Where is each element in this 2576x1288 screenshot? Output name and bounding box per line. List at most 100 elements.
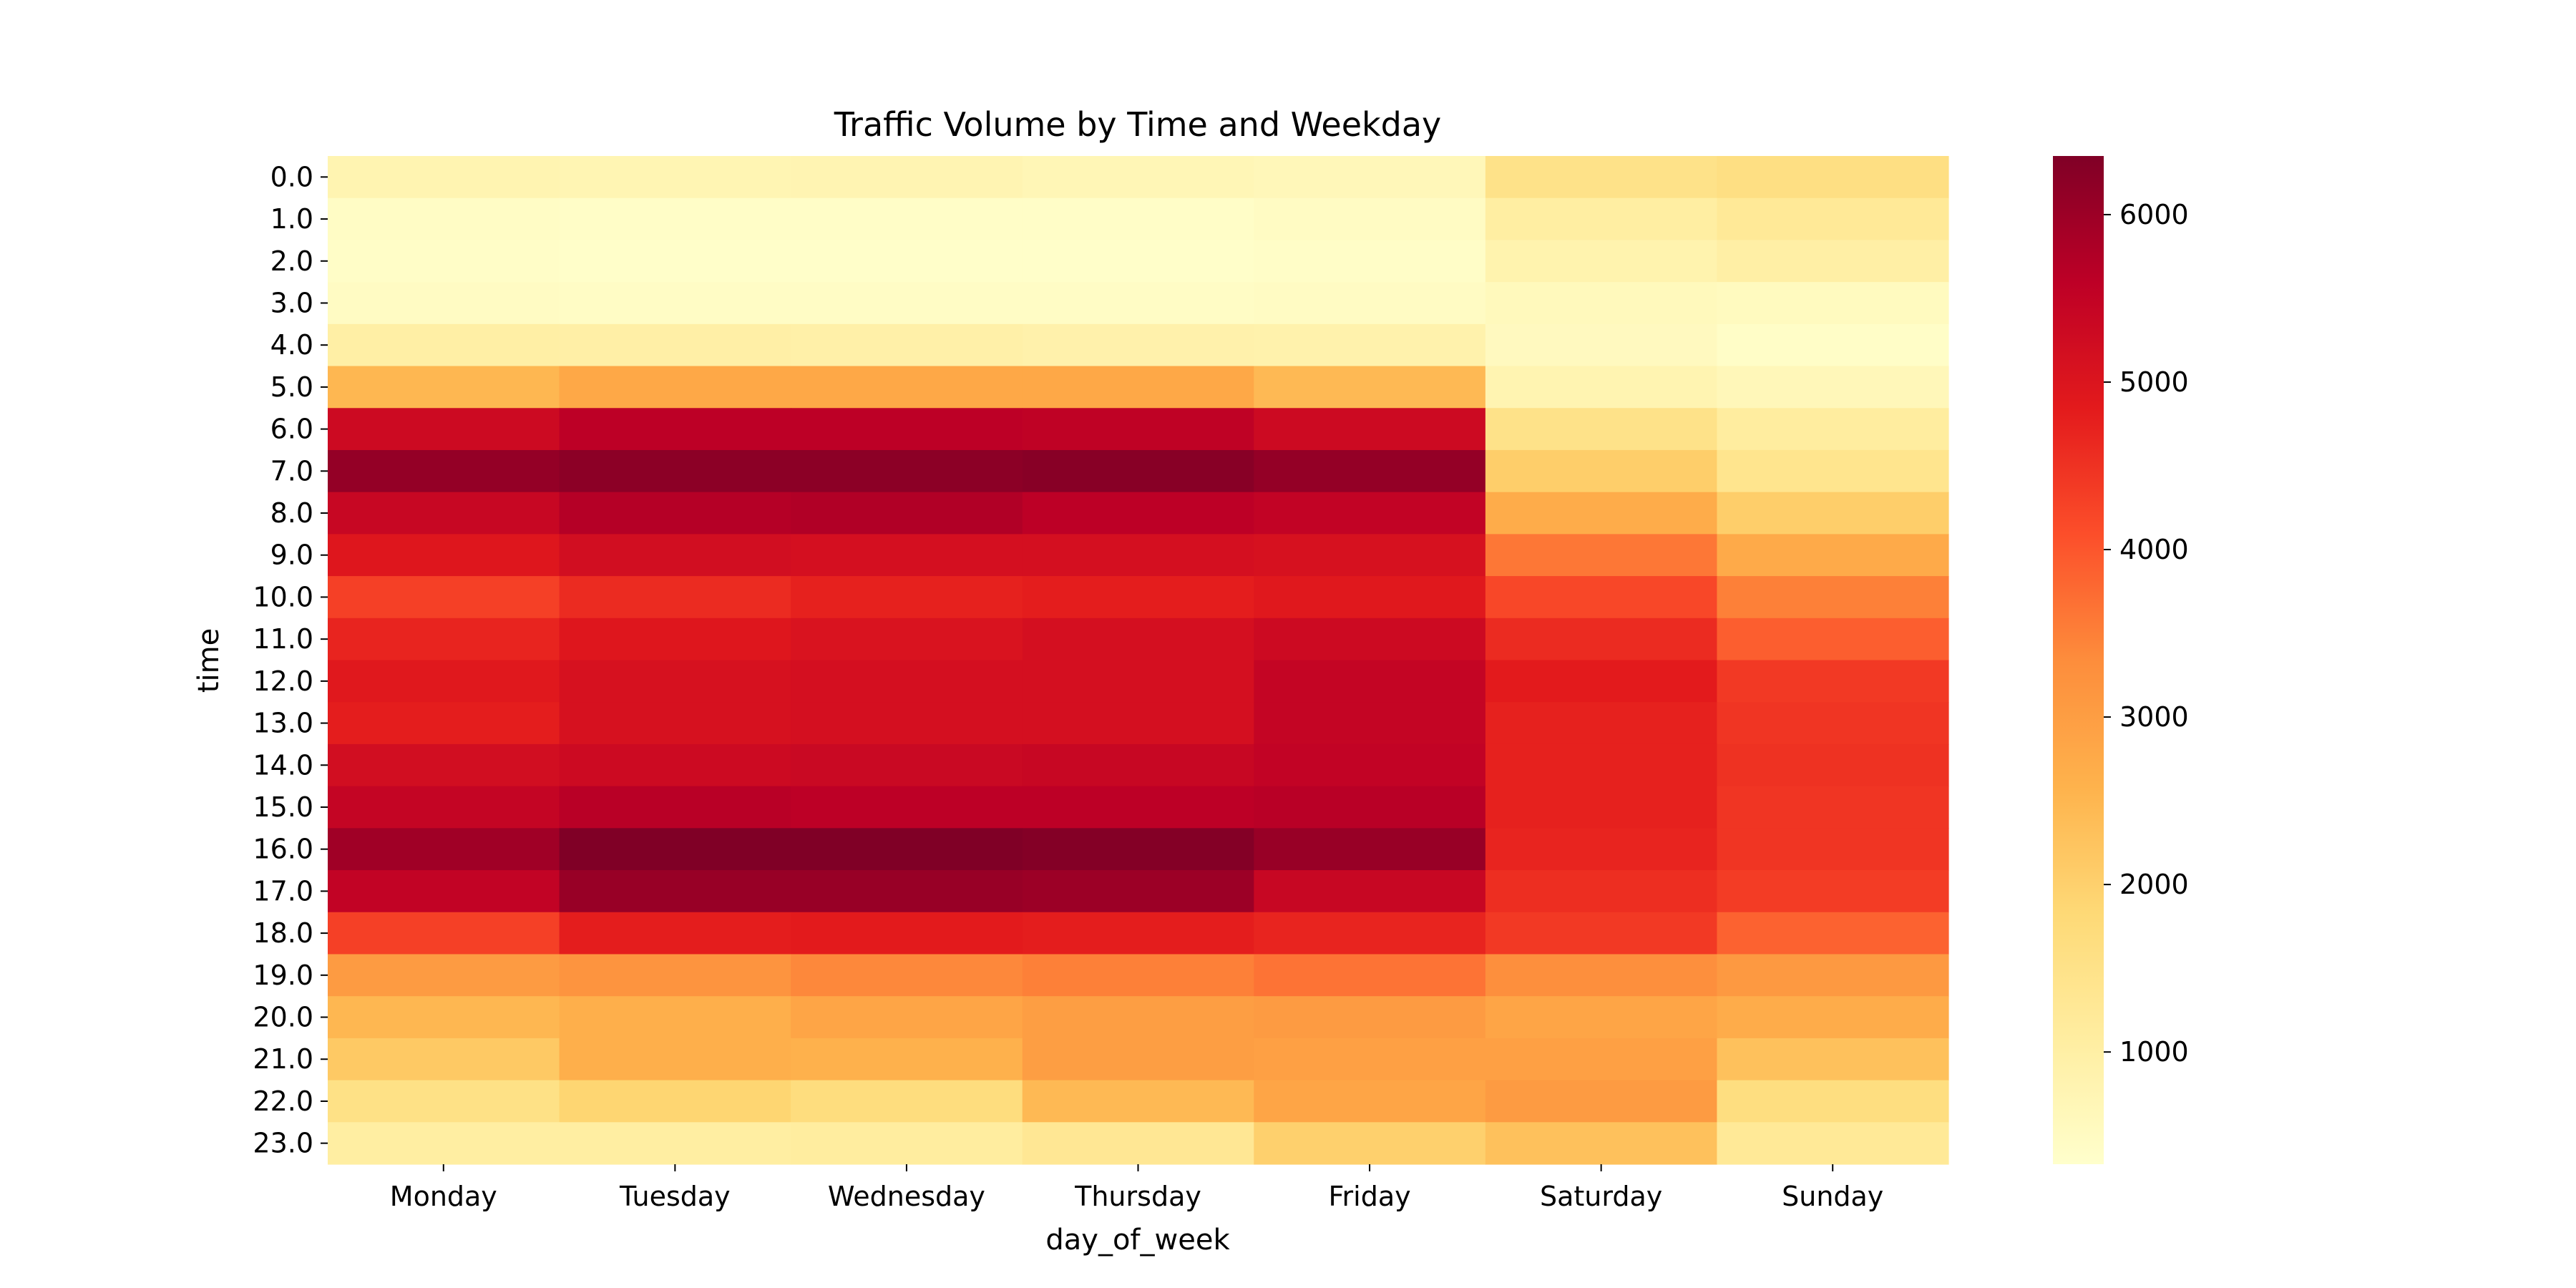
heatmap-cell xyxy=(791,743,1023,787)
heatmap-cell xyxy=(1254,702,1486,745)
heatmap-cell xyxy=(791,996,1023,1039)
heatmap-cell xyxy=(559,702,791,745)
heatmap-cell xyxy=(1485,618,1718,661)
y-tick-label: 21.0 xyxy=(253,1043,313,1075)
colorbar-tick-label: 3000 xyxy=(2119,701,2189,733)
colorbar xyxy=(2053,156,2104,1164)
heatmap-cell xyxy=(1254,492,1486,535)
heatmap-cell xyxy=(328,702,560,745)
heatmap-cell xyxy=(1254,449,1486,493)
heatmap-cell xyxy=(1485,786,1718,829)
heatmap-cell xyxy=(1254,618,1486,661)
heatmap-cell xyxy=(1485,870,1718,913)
heatmap-cell xyxy=(1717,1038,1949,1081)
heatmap-cell xyxy=(1022,534,1254,577)
heatmap-cell xyxy=(559,156,791,199)
heatmap-cell xyxy=(559,408,791,451)
heatmap-cell xyxy=(328,1080,560,1123)
y-tick-label: 7.0 xyxy=(270,455,313,487)
heatmap-cell xyxy=(1022,912,1254,955)
heatmap-cell xyxy=(328,996,560,1039)
heatmap-cell xyxy=(1717,449,1949,493)
heatmap-cell xyxy=(791,366,1023,409)
heatmap-cell xyxy=(1717,912,1949,955)
y-tick-label: 6.0 xyxy=(270,414,313,445)
heatmap-cell xyxy=(1254,576,1486,619)
heatmap-cell xyxy=(1254,954,1486,997)
heatmap-cell xyxy=(1022,576,1254,619)
heatmap-cell xyxy=(1717,534,1949,577)
heatmap-cell xyxy=(559,576,791,619)
heatmap-cell xyxy=(1717,576,1949,619)
heatmap-cell xyxy=(791,534,1023,577)
y-tick-label: 1.0 xyxy=(270,203,313,235)
heatmap-cell xyxy=(1022,197,1254,241)
heatmap-cell xyxy=(1022,1122,1254,1165)
heatmap-cell xyxy=(1717,702,1949,745)
heatmap-cell xyxy=(1254,156,1486,199)
heatmap-cell xyxy=(1022,954,1254,997)
heatmap-cell xyxy=(791,449,1023,493)
heatmap-cell xyxy=(559,366,791,409)
heatmap-cell xyxy=(1254,408,1486,451)
heatmap-cells xyxy=(328,156,1949,1165)
chart-title: Traffic Volume by Time and Weekday xyxy=(834,105,1442,144)
heatmap-cell xyxy=(328,492,560,535)
heatmap-cell xyxy=(791,408,1023,451)
colorbar-ticks: 1000 2000 3000 4000 5000 6000 xyxy=(2104,199,2189,1068)
heatmap-cell xyxy=(1254,828,1486,871)
heatmap-cell xyxy=(1022,323,1254,367)
heatmap-cell xyxy=(1485,576,1718,619)
heatmap-cell xyxy=(328,870,560,913)
colorbar-tick-label: 2000 xyxy=(2119,869,2189,900)
heatmap-cell xyxy=(328,743,560,787)
heatmap-cell xyxy=(1022,156,1254,199)
y-tick-label: 19.0 xyxy=(253,960,313,991)
heatmap-cell xyxy=(1485,449,1718,493)
heatmap-cell xyxy=(1485,408,1718,451)
heatmap-cell xyxy=(1022,702,1254,745)
heatmap-cell xyxy=(328,240,560,283)
heatmap-cell xyxy=(791,660,1023,703)
heatmap-cell xyxy=(1485,1080,1718,1123)
heatmap-cell xyxy=(1485,197,1718,241)
heatmap-cell xyxy=(1022,786,1254,829)
heatmap-cell xyxy=(1717,492,1949,535)
heatmap-cell xyxy=(1022,1080,1254,1123)
heatmap-cell xyxy=(1485,1038,1718,1081)
heatmap-cell xyxy=(1254,786,1486,829)
heatmap-cell xyxy=(791,492,1023,535)
heatmap-cell xyxy=(1022,408,1254,451)
y-tick-label: 3.0 xyxy=(270,287,313,318)
heatmap-cell xyxy=(1485,912,1718,955)
heatmap-cell xyxy=(1254,366,1486,409)
heatmap-cell xyxy=(1717,1122,1949,1165)
heatmap-cell xyxy=(791,786,1023,829)
y-tick-label: 22.0 xyxy=(253,1085,313,1117)
heatmap-cell xyxy=(1254,660,1486,703)
x-tick-label: Monday xyxy=(390,1181,497,1212)
y-tick-label: 4.0 xyxy=(270,329,313,361)
colorbar-tick-label: 6000 xyxy=(2119,199,2189,230)
heatmap-cell xyxy=(791,1080,1023,1123)
colorbar-tick-label: 5000 xyxy=(2119,366,2189,398)
heatmap-cell xyxy=(559,786,791,829)
y-tick-label: 10.0 xyxy=(253,581,313,613)
heatmap-cell xyxy=(791,240,1023,283)
heatmap-cell xyxy=(791,1122,1023,1165)
heatmap-cell xyxy=(791,1038,1023,1081)
heatmap-cell xyxy=(559,282,791,325)
y-tick-label: 8.0 xyxy=(270,497,313,529)
heatmap-cell xyxy=(1022,240,1254,283)
heatmap-cell xyxy=(1254,197,1486,241)
heatmap-cell xyxy=(328,1122,560,1165)
heatmap-cell xyxy=(1485,323,1718,367)
colorbar-tick-label: 4000 xyxy=(2119,534,2189,565)
x-axis-ticks: Monday Tuesday Wednesday Thursday Friday Satu… xyxy=(390,1164,1883,1212)
heatmap-cell xyxy=(1717,743,1949,787)
heatmap-cell xyxy=(1485,660,1718,703)
heatmap-cell xyxy=(1022,366,1254,409)
heatmap-cell xyxy=(328,576,560,619)
heatmap-cell xyxy=(791,828,1023,871)
